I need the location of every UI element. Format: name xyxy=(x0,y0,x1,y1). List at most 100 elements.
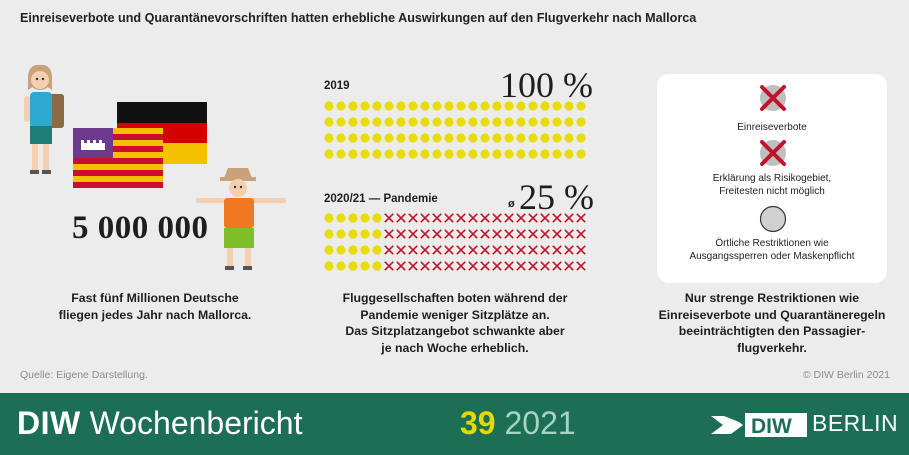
seat-available xyxy=(432,133,442,143)
restriction-label-entry-ban: Einreiseverbote xyxy=(737,122,807,133)
seat-removed xyxy=(408,245,418,255)
seat-removed xyxy=(432,229,442,239)
seat-removed xyxy=(456,229,466,239)
issue-label: 39 2021 xyxy=(460,405,576,441)
seat-removed xyxy=(552,213,562,223)
seat-removed xyxy=(564,213,574,223)
seat-available xyxy=(324,149,334,159)
seat-available xyxy=(336,261,346,271)
seat-available xyxy=(360,117,370,127)
seat-removed xyxy=(492,245,502,255)
seat-available xyxy=(348,149,358,159)
seat-available xyxy=(348,117,358,127)
seat-removed xyxy=(492,261,502,271)
seat-removed xyxy=(504,213,514,223)
seat-available xyxy=(372,149,382,159)
seat-available xyxy=(552,117,562,127)
seat-removed xyxy=(396,245,406,255)
seat-available xyxy=(324,229,334,239)
seat-available xyxy=(324,101,334,111)
page-title: Einreiseverbote und Quarantänevorschrift… xyxy=(20,11,697,25)
seat-available xyxy=(540,101,550,111)
seat-available xyxy=(480,101,490,111)
seat-removed xyxy=(444,213,454,223)
seat-available xyxy=(360,133,370,143)
seat-available xyxy=(492,101,502,111)
seat-available xyxy=(576,101,586,111)
seat-available xyxy=(360,261,370,271)
seat-removed xyxy=(444,229,454,239)
seat-removed xyxy=(480,229,490,239)
red-cross-circle-icon xyxy=(760,140,786,166)
seat-removed xyxy=(456,213,466,223)
seat-removed xyxy=(504,229,514,239)
seat-removed xyxy=(384,213,394,223)
seat-available xyxy=(360,149,370,159)
seat-available xyxy=(552,133,562,143)
seat-removed xyxy=(480,213,490,223)
row-label-pandemic: 2020/21 — Pandemie xyxy=(324,193,438,205)
seat-available xyxy=(324,261,334,271)
seat-removed xyxy=(420,229,430,239)
seat-removed xyxy=(552,245,562,255)
seat-removed xyxy=(408,261,418,271)
seat-removed xyxy=(384,261,394,271)
seat-available xyxy=(444,133,454,143)
average-symbol: ø xyxy=(508,198,515,210)
seat-available xyxy=(444,117,454,127)
seat-available xyxy=(540,149,550,159)
seat-available xyxy=(468,101,478,111)
seat-grid-pandemic xyxy=(324,213,586,271)
restriction-label-risk-area: Erklärung als Risikogebiet, Freitesten n… xyxy=(712,173,832,197)
seat-removed xyxy=(420,261,430,271)
seat-grid-2019 xyxy=(324,101,586,159)
seat-removed xyxy=(480,261,490,271)
seat-available xyxy=(456,101,466,111)
seat-available xyxy=(372,133,382,143)
seat-available xyxy=(504,133,514,143)
seat-available xyxy=(480,149,490,159)
seat-removed xyxy=(576,261,586,271)
seat-available xyxy=(372,101,382,111)
seat-available xyxy=(432,101,442,111)
seat-removed xyxy=(456,261,466,271)
seat-available xyxy=(468,117,478,127)
logo-berlin-text: BERLIN xyxy=(812,410,899,436)
seat-available xyxy=(336,117,346,127)
seat-available xyxy=(468,133,478,143)
seat-available xyxy=(348,245,358,255)
seat-removed xyxy=(576,229,586,239)
seat-available xyxy=(444,101,454,111)
seat-available xyxy=(420,117,430,127)
seat-removed xyxy=(516,245,526,255)
restriction-label-local: Örtliche Restriktionen wie Ausgangssperr… xyxy=(689,238,855,262)
seat-removed xyxy=(492,213,502,223)
seat-available xyxy=(528,149,538,159)
seat-available xyxy=(480,117,490,127)
seat-available xyxy=(408,133,418,143)
seat-removed xyxy=(528,245,538,255)
seat-available xyxy=(468,149,478,159)
seat-removed xyxy=(516,229,526,239)
copyright-note: © DIW Berlin 2021 xyxy=(802,369,890,381)
seat-available xyxy=(576,133,586,143)
traveler-man-illustration xyxy=(196,168,286,270)
seat-available xyxy=(384,117,394,127)
seat-removed xyxy=(468,213,478,223)
seat-available xyxy=(492,117,502,127)
seat-removed xyxy=(576,213,586,223)
seat-removed xyxy=(420,245,430,255)
seat-removed xyxy=(432,213,442,223)
seat-removed xyxy=(396,213,406,223)
seat-available xyxy=(372,229,382,239)
seat-removed xyxy=(456,245,466,255)
seat-available xyxy=(396,133,406,143)
seat-available xyxy=(336,133,346,143)
seat-available xyxy=(492,133,502,143)
seat-removed xyxy=(384,229,394,239)
traveler-woman-illustration xyxy=(24,64,64,174)
seat-available xyxy=(456,133,466,143)
seat-removed xyxy=(552,229,562,239)
seat-available xyxy=(432,149,442,159)
left-caption: Fast fünf Millionen Deutsche fliegen jed… xyxy=(58,291,252,322)
